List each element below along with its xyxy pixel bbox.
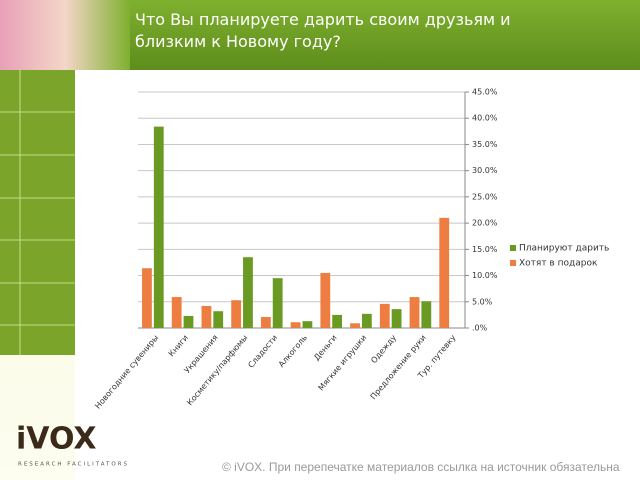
y-tick-label: 25.0% — [472, 192, 498, 201]
side-strip — [0, 70, 75, 355]
side-lines — [0, 70, 75, 355]
bar — [201, 305, 212, 328]
legend-swatch — [510, 245, 516, 251]
bar — [439, 217, 450, 328]
x-tick-label: Книги — [167, 333, 190, 358]
bar — [320, 272, 331, 328]
bar — [171, 297, 182, 328]
bar — [272, 278, 283, 328]
bar — [213, 311, 224, 328]
logo-tagline: RESEARCH FACILITATORS — [18, 462, 129, 468]
x-tick-label: Алкоголь — [277, 333, 309, 369]
y-tick-label: 45.0% — [472, 88, 498, 97]
legend-swatch — [510, 260, 516, 266]
bar — [391, 309, 402, 328]
banner-image — [0, 0, 130, 70]
x-tick-label: Деньги — [312, 333, 339, 362]
x-tick-label: Косметику/парфюмы — [185, 333, 249, 407]
legend-label: Хотят в подарок — [519, 259, 598, 269]
y-tick-label: 5.0% — [472, 297, 493, 306]
bar — [290, 322, 301, 328]
x-tick-label: Одежду — [369, 333, 398, 365]
bar — [421, 301, 432, 328]
x-tick-label: Новогодние сувениры — [93, 333, 160, 411]
bar — [361, 313, 372, 328]
plot-area — [138, 92, 465, 328]
bar — [153, 126, 164, 328]
y-tick-label: 35.0% — [472, 140, 498, 149]
bar — [379, 303, 390, 328]
footer: © iVOX. При перепечатке материалов ссылк… — [222, 460, 620, 474]
bar — [231, 300, 242, 328]
x-labels: Новогодние сувениры КнигиУкрашенияКосмети… — [93, 333, 458, 411]
logo: iVOX — [16, 422, 97, 457]
y-tick-label: 10.0% — [472, 271, 498, 280]
bar — [350, 323, 360, 328]
x-tick-label: Сладости — [246, 333, 279, 370]
y-tick-label: 15.0% — [472, 245, 498, 254]
y-tick-label: 40.0% — [472, 114, 498, 123]
title: Что Вы планируете дарить своим друзьям и… — [135, 10, 511, 51]
y-tick-label: 30.0% — [472, 166, 498, 175]
bar — [243, 257, 253, 328]
bar — [142, 268, 152, 328]
legend-label: Планируют дарить — [519, 244, 609, 254]
bar — [260, 316, 271, 328]
bar — [302, 321, 313, 328]
x-tick-label: Предложение руки — [369, 333, 428, 401]
y-tick-label: .0% — [472, 324, 488, 333]
bar — [332, 314, 343, 328]
y-tick-label: 20.0% — [472, 219, 498, 228]
bar — [409, 297, 420, 328]
bar — [183, 315, 194, 328]
